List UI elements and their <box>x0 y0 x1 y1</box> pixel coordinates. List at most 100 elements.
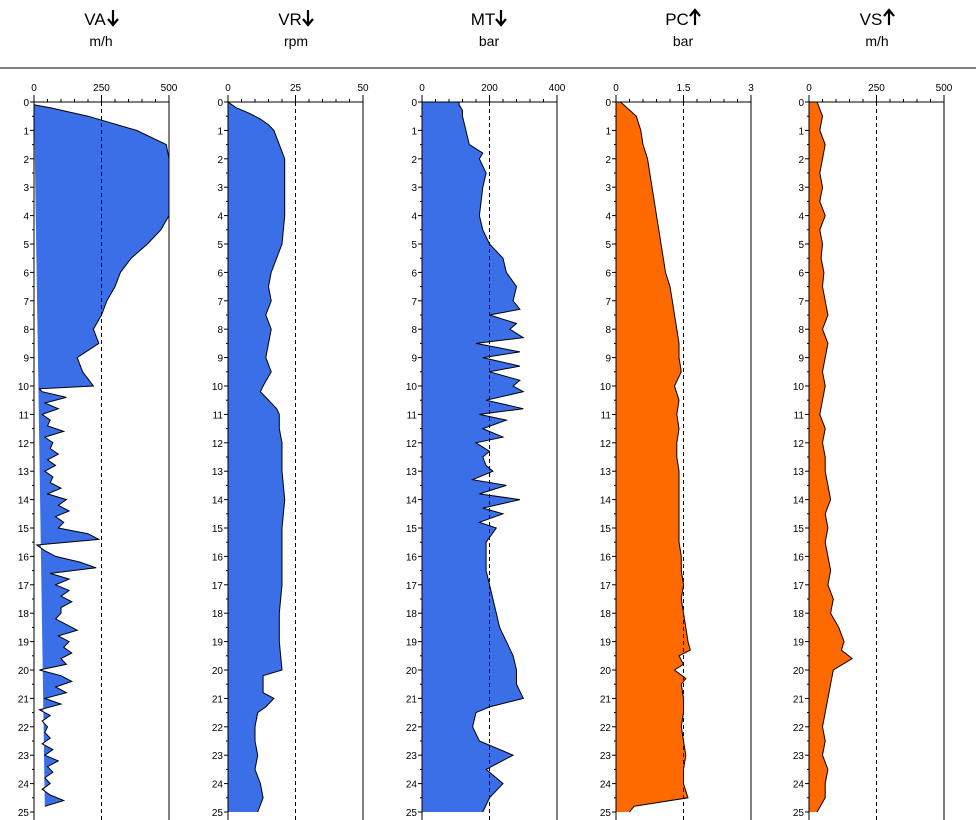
depth-tick-label: 20 <box>18 666 30 677</box>
depth-tick-label: 21 <box>212 694 224 705</box>
depth-tick-label: 7 <box>411 297 417 308</box>
depth-tick-label: 13 <box>212 467 224 478</box>
depth-tick-label: 12 <box>406 439 418 450</box>
depth-tick-label: 2 <box>605 155 611 166</box>
depth-tick-label: 6 <box>217 268 223 279</box>
depth-tick-label: 3 <box>217 183 223 194</box>
depth-tick-label: 18 <box>793 609 805 620</box>
depth-tick-label: 8 <box>605 325 611 336</box>
arrow-up-icon <box>689 8 701 25</box>
panel-title: VR <box>278 10 302 29</box>
depth-tick-label: 17 <box>18 581 30 592</box>
data-area <box>616 102 691 812</box>
depth-tick-label: 2 <box>217 155 223 166</box>
depth-tick-label: 23 <box>406 751 418 762</box>
depth-tick-label: 17 <box>793 581 805 592</box>
depth-tick-label: 1 <box>605 126 611 137</box>
depth-tick-label: 10 <box>600 382 612 393</box>
depth-tick-label: 25 <box>406 808 418 819</box>
depth-tick-label: 18 <box>18 609 30 620</box>
depth-tick-label: 15 <box>600 524 612 535</box>
depth-tick-label: 4 <box>217 212 223 223</box>
depth-tick-label: 16 <box>406 552 418 563</box>
x-tick-label: 1.5 <box>677 83 691 94</box>
depth-tick-label: 12 <box>600 439 612 450</box>
depth-tick-label: 5 <box>605 240 611 251</box>
depth-tick-label: 0 <box>23 98 29 109</box>
arrow-down-icon <box>302 10 314 27</box>
depth-tick-label: 7 <box>217 297 223 308</box>
depth-tick-label: 20 <box>793 666 805 677</box>
depth-tick-label: 10 <box>793 382 805 393</box>
panel-title: VA <box>84 10 106 29</box>
depth-tick-label: 6 <box>798 268 804 279</box>
x-tick-label: 0 <box>613 83 619 94</box>
depth-tick-label: 9 <box>217 354 223 365</box>
depth-tick-label: 9 <box>605 354 611 365</box>
depth-tick-label: 22 <box>406 723 418 734</box>
depth-tick-label: 4 <box>605 212 611 223</box>
depth-tick-label: 17 <box>212 581 224 592</box>
depth-tick-label: 4 <box>23 212 29 223</box>
depth-tick-label: 7 <box>798 297 804 308</box>
data-line <box>816 101 854 813</box>
depth-tick-label: 24 <box>18 780 30 791</box>
depth-tick-label: 25 <box>212 808 224 819</box>
data-line <box>227 101 286 813</box>
depth-tick-label: 14 <box>18 496 30 507</box>
x-tick-label: 25 <box>290 83 302 94</box>
depth-tick-label: 16 <box>600 552 612 563</box>
depth-tick-label: 0 <box>798 98 804 109</box>
depth-tick-label: 12 <box>18 439 30 450</box>
depth-tick-label: 9 <box>411 354 417 365</box>
depth-tick-label: 8 <box>217 325 223 336</box>
depth-tick-label: 21 <box>600 694 612 705</box>
depth-tick-label: 22 <box>18 723 30 734</box>
depth-tick-label: 0 <box>411 98 417 109</box>
depth-tick-label: 5 <box>798 240 804 251</box>
depth-tick-label: 9 <box>798 354 804 365</box>
arrow-up-icon <box>883 8 895 25</box>
depth-tick-label: 15 <box>212 524 224 535</box>
depth-tick-label: 15 <box>406 524 418 535</box>
depth-tick-label: 11 <box>19 410 30 421</box>
depth-tick-label: 11 <box>794 410 805 421</box>
panel-unit: rpm <box>284 33 308 49</box>
depth-tick-label: 6 <box>605 268 611 279</box>
depth-tick-label: 17 <box>406 581 418 592</box>
depth-tick-label: 19 <box>18 638 30 649</box>
depth-tick-label: 22 <box>212 723 224 734</box>
x-tick-label: 400 <box>549 83 566 94</box>
depth-tick-label: 11 <box>213 410 224 421</box>
arrow-down-icon <box>495 10 507 27</box>
depth-tick-label: 17 <box>600 581 612 592</box>
depth-tick-label: 5 <box>23 240 29 251</box>
x-tick-label: 50 <box>357 83 369 94</box>
depth-tick-label: 19 <box>793 638 805 649</box>
x-tick-label: 250 <box>93 83 110 94</box>
depth-tick-label: 1 <box>411 126 417 137</box>
data-line <box>458 102 525 813</box>
data-area <box>809 102 853 812</box>
depth-tick-label: 15 <box>18 524 30 535</box>
depth-tick-label: 19 <box>600 638 612 649</box>
depth-tick-label: 12 <box>793 439 805 450</box>
depth-tick-label: 13 <box>600 467 612 478</box>
depth-tick-label: 8 <box>411 325 417 336</box>
data-area <box>228 102 285 812</box>
x-tick-label: 500 <box>936 83 953 94</box>
panel-unit: bar <box>479 33 500 49</box>
depth-tick-label: 23 <box>600 751 612 762</box>
depth-tick-label: 25 <box>793 808 805 819</box>
log-panel-vs: VSm/h0 250 5000123456789101112131415161718… <box>793 8 953 820</box>
depth-tick-label: 11 <box>407 410 418 421</box>
depth-tick-label: 10 <box>406 382 418 393</box>
depth-tick-label: 24 <box>600 780 612 791</box>
data-area <box>422 102 524 812</box>
depth-tick-label: 4 <box>411 212 417 223</box>
depth-tick-label: 25 <box>600 808 612 819</box>
depth-tick-label: 22 <box>600 723 612 734</box>
depth-tick-label: 8 <box>798 325 804 336</box>
